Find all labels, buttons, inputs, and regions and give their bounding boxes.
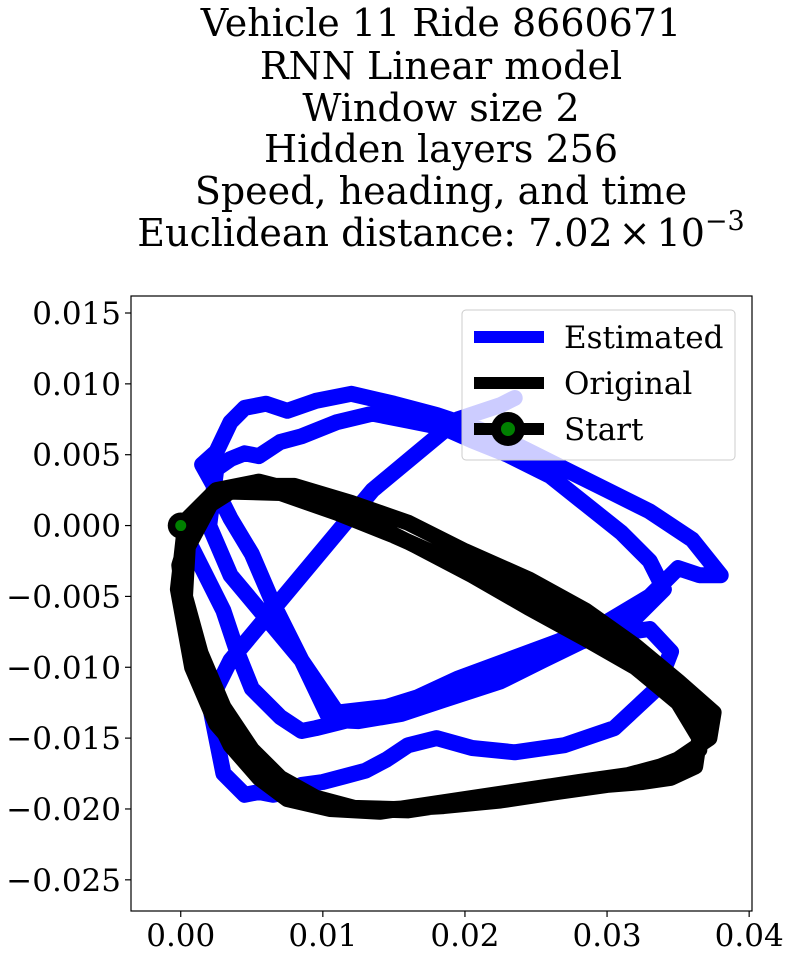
title-line-3: Window size 2 [302,86,579,130]
y-tick-label: −0.010 [6,650,121,686]
metric-exponent: −3 [705,206,745,237]
metric-base: 10 [657,211,705,255]
x-tick-label: 0.00 [146,918,215,954]
y-tick-label: −0.020 [6,792,121,828]
metric-mantissa: 7.02 [528,211,613,255]
title-line-2: RNN Linear model [260,44,622,88]
metric-times: × [619,211,651,255]
title-line-1: Vehicle 11 Ride 8660671 [200,1,681,45]
legend-box [461,309,736,461]
x-tick-label: 0.02 [430,918,499,954]
x-axis: 0.00 0.01 0.02 0.03 0.04 [146,911,784,954]
legend: Estimated Original Start [461,309,736,461]
x-tick-label: 0.04 [715,918,784,954]
y-tick-label: 0.010 [32,367,121,403]
legend-start-marker [491,412,525,446]
y-tick-label: 0.000 [32,509,121,545]
x-tick-label: 0.01 [288,918,357,954]
title-line-4: Hidden layers 256 [264,127,618,171]
legend-start-label: Start [564,412,644,448]
y-tick-label: −0.025 [6,863,121,899]
plot-area [167,385,729,820]
x-tick-label: 0.03 [573,918,642,954]
axes-frame [130,295,753,912]
series-group [167,385,729,820]
y-tick-label: 0.015 [32,296,121,332]
y-tick-label: −0.005 [6,579,121,615]
title-line-5: Speed, heading, and time [195,169,687,213]
series-line-estimated [172,385,729,803]
title-line-6: Euclidean distance: 7.02 × 10−3 [137,206,744,255]
y-axis: 0.015 0.010 0.005 0.000 −0.005 −0.010 −0.015 −0… [6,296,131,899]
legend-estimated-label: Estimated [564,320,723,356]
start-marker-point [175,520,187,532]
metric-label: Euclidean distance: [137,211,528,255]
series-line-original [169,473,722,820]
y-tick-label: −0.015 [6,721,121,757]
legend-original-label: Original [564,366,692,402]
y-tick-label: 0.005 [32,438,121,474]
chart-title: Vehicle 11 Ride 8660671 RNN Linear model… [137,1,744,255]
